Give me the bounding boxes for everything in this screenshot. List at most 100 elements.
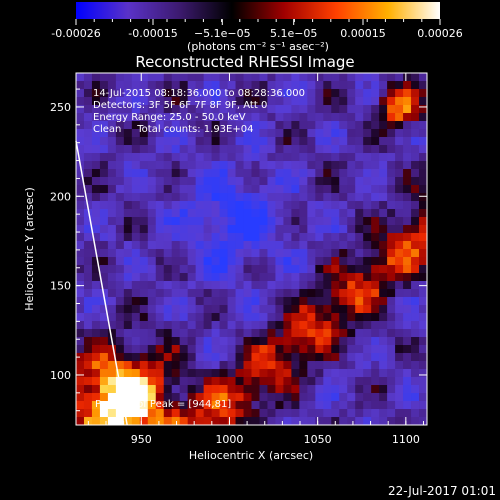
heatmap-cell bbox=[395, 281, 404, 290]
heatmap-cell bbox=[131, 89, 141, 98]
heatmap-cell bbox=[139, 313, 149, 322]
heatmap-cell bbox=[339, 401, 348, 410]
heatmap-cell bbox=[323, 169, 332, 178]
heatmap-cell bbox=[99, 177, 109, 186]
heatmap-cell bbox=[395, 273, 404, 282]
heatmap-cell bbox=[291, 97, 300, 106]
y-axis-label: Heliocentric Y (arcsec) bbox=[23, 187, 36, 311]
heatmap-cell bbox=[219, 369, 228, 378]
heatmap-cell bbox=[235, 321, 244, 330]
heatmap-cell bbox=[171, 105, 181, 114]
heatmap-cell bbox=[307, 321, 316, 330]
heatmap-cell bbox=[163, 273, 173, 282]
heatmap-cell bbox=[107, 345, 117, 354]
heatmap-cell bbox=[131, 153, 141, 162]
heatmap-cell bbox=[411, 169, 420, 178]
heatmap-cell bbox=[139, 249, 149, 258]
heatmap-cell bbox=[379, 137, 388, 146]
annotation-time-range: 14-Jul-2015 08:18:36.000 to 08:28:36.000 bbox=[93, 88, 305, 99]
heatmap-cell bbox=[315, 97, 324, 106]
heatmap-cell bbox=[379, 81, 388, 90]
heatmap-cell bbox=[195, 289, 205, 298]
heatmap-cell bbox=[267, 241, 276, 250]
heatmap-cell bbox=[299, 137, 308, 146]
heatmap-cell bbox=[283, 249, 292, 258]
heatmap-cell bbox=[371, 89, 380, 98]
heatmap-cell bbox=[363, 209, 372, 218]
heatmap-cell bbox=[195, 225, 205, 234]
heatmap-cell bbox=[107, 297, 117, 306]
heatmap-cell bbox=[291, 185, 300, 194]
heatmap-cell bbox=[235, 153, 244, 162]
heatmap-cell bbox=[331, 241, 340, 250]
heatmap-cell bbox=[123, 385, 133, 394]
heatmap-cell bbox=[411, 297, 420, 306]
heatmap-cell bbox=[299, 169, 308, 178]
heatmap-cell bbox=[91, 369, 101, 378]
heatmap-cell bbox=[155, 281, 165, 290]
heatmap-cell bbox=[171, 177, 181, 186]
heatmap-cell bbox=[315, 81, 324, 90]
heatmap-cell bbox=[307, 177, 316, 186]
heatmap-cell bbox=[107, 129, 117, 138]
heatmap-cell bbox=[275, 193, 284, 202]
heatmap-cell bbox=[411, 305, 420, 314]
heatmap-cell bbox=[379, 201, 388, 210]
heatmap-cell bbox=[355, 241, 364, 250]
heatmap-cell bbox=[419, 401, 427, 410]
heatmap-cell bbox=[187, 249, 197, 258]
heatmap-cell bbox=[155, 337, 165, 346]
heatmap-cell bbox=[123, 305, 133, 314]
heatmap-cell bbox=[243, 153, 252, 162]
heatmap-cell bbox=[323, 329, 332, 338]
heatmap-cell bbox=[219, 185, 228, 194]
heatmap-cell bbox=[347, 369, 356, 378]
heatmap-cell bbox=[267, 225, 276, 234]
colorbar bbox=[76, 2, 440, 19]
heatmap-cell bbox=[171, 393, 181, 402]
heatmap-cell bbox=[387, 97, 396, 106]
heatmap-cell bbox=[99, 361, 109, 370]
heatmap-cell bbox=[187, 193, 197, 202]
heatmap-cell bbox=[99, 145, 109, 154]
heatmap-cell bbox=[251, 305, 260, 314]
heatmap-cell bbox=[91, 337, 101, 346]
heatmap-cell bbox=[227, 393, 236, 402]
heatmap-cell bbox=[419, 217, 427, 226]
heatmap-cell bbox=[163, 337, 173, 346]
heatmap-cell bbox=[155, 401, 165, 410]
heatmap-cell bbox=[219, 145, 228, 154]
heatmap-cell bbox=[107, 113, 117, 122]
heatmap-cell bbox=[131, 81, 141, 90]
heatmap-cell bbox=[403, 233, 412, 242]
heatmap-cell bbox=[411, 129, 420, 138]
heatmap-cell bbox=[283, 89, 292, 98]
heatmap-cell bbox=[267, 265, 276, 274]
heatmap-cell bbox=[147, 417, 157, 425]
heatmap-cell bbox=[139, 153, 149, 162]
heatmap-cell bbox=[76, 297, 85, 306]
heatmap-cell bbox=[419, 313, 427, 322]
heatmap-cell bbox=[251, 169, 260, 178]
heatmap-cell bbox=[275, 145, 284, 154]
heatmap-cell bbox=[203, 393, 213, 402]
heatmap-cell bbox=[123, 257, 133, 266]
heatmap-cell bbox=[243, 305, 252, 314]
heatmap-cell bbox=[147, 201, 157, 210]
heatmap-cell bbox=[411, 313, 420, 322]
heatmap-cell bbox=[411, 153, 420, 162]
heatmap-cell bbox=[299, 233, 308, 242]
heatmap-cell bbox=[219, 409, 228, 418]
heatmap-cell bbox=[379, 73, 388, 82]
heatmap-cell bbox=[163, 409, 173, 418]
heatmap-cell bbox=[267, 329, 276, 338]
heatmap-cell bbox=[195, 145, 205, 154]
heatmap-cell bbox=[363, 337, 372, 346]
heatmap-cell bbox=[355, 249, 364, 258]
heatmap-cell bbox=[315, 209, 324, 218]
heatmap-cell bbox=[395, 369, 404, 378]
heatmap-cell bbox=[99, 81, 109, 90]
heatmap-cell bbox=[76, 361, 85, 370]
heatmap-cell bbox=[323, 313, 332, 322]
heatmap-cell bbox=[139, 169, 149, 178]
